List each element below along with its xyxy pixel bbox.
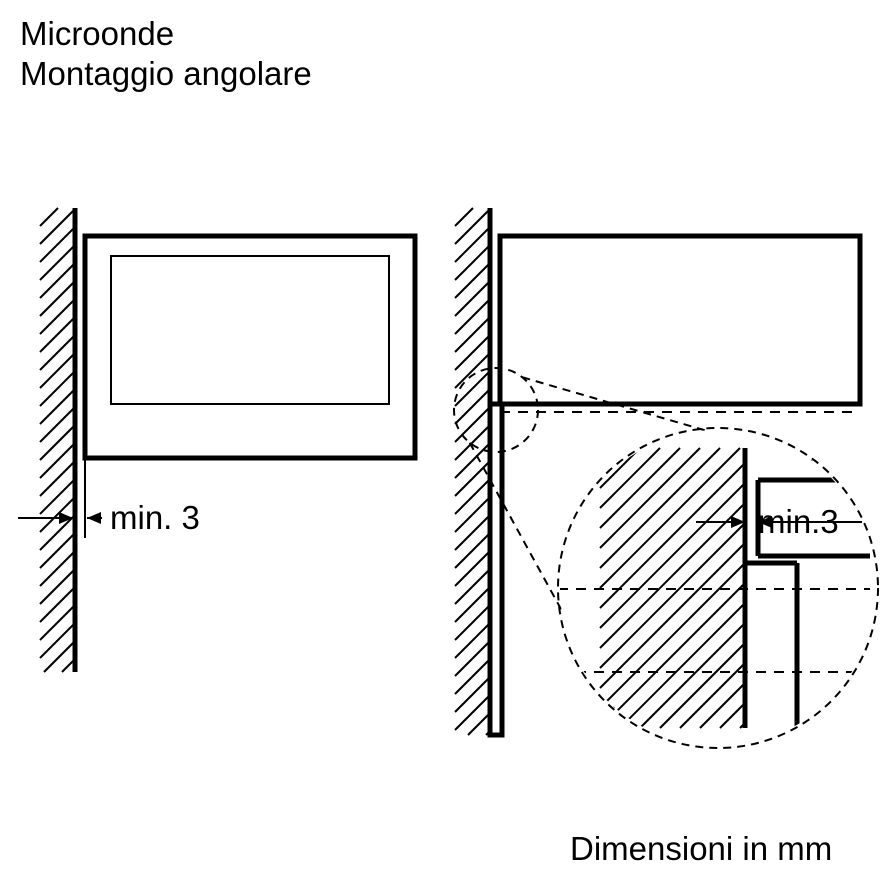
side-front-panel — [490, 404, 502, 735]
dim-arrow-left — [18, 512, 73, 524]
title-line-1: Microonde — [20, 15, 174, 52]
dim-arrow-right — [87, 512, 102, 524]
detail-dim-label: min.3 — [758, 503, 839, 540]
footer-units: Dimensioni in mm — [570, 830, 832, 867]
front-view: min. 3 — [18, 208, 415, 672]
front-wall-hatch — [40, 208, 75, 672]
front-dim-label: min. 3 — [110, 499, 200, 536]
detail-callout: min.3 — [540, 428, 878, 748]
front-outer-frame — [85, 236, 415, 458]
title-line-2: Montaggio angolare — [20, 55, 312, 92]
side-cabinet-body — [500, 236, 860, 404]
